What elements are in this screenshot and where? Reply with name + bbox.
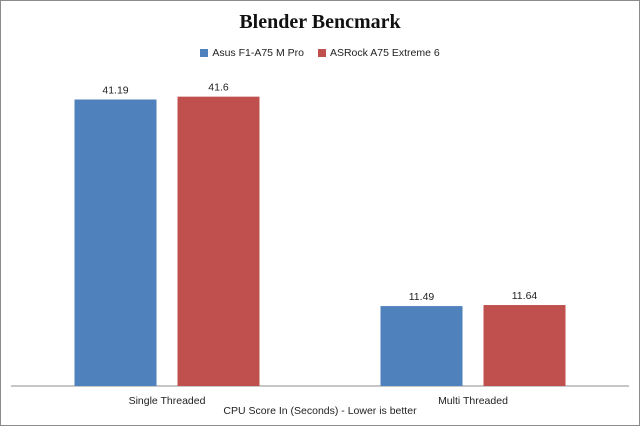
x-tick-label-multi: Multi Threaded <box>438 395 508 407</box>
legend-swatch-asrock <box>317 49 326 57</box>
data-label-asrock-single: 41.6 <box>208 82 229 94</box>
data-label-asrock-multi: 11.64 <box>512 290 538 302</box>
bar-asrock-multi <box>483 305 566 386</box>
bar-asus-single <box>74 99 157 386</box>
legend-item-asrock: ASRock A75 Extreme 6 <box>317 47 440 59</box>
x-axis-title: CPU Score In (Seconds) - Lower is better <box>223 405 417 417</box>
data-label-asus-multi: 11.49 <box>409 291 435 303</box>
chart-title: Blender Bencmark <box>239 11 401 33</box>
data-label-asus-single: 41.19 <box>102 85 128 97</box>
bars-layer <box>74 96 566 386</box>
bar-asus-multi <box>380 306 463 386</box>
labels-layer: 41.19 41.6 Single Threaded 11.49 11.64 Multi … <box>102 82 537 407</box>
chart-legend: Asus F1-A75 M Pro ASRock A75 Extreme 6 <box>1 47 639 59</box>
legend-label-asus: Asus F1-A75 M Pro <box>212 47 304 59</box>
bar-asrock-single <box>177 96 260 386</box>
legend-label-asrock: ASRock A75 Extreme 6 <box>329 47 440 59</box>
legend-item-asus: Asus F1-A75 M Pro <box>200 47 304 59</box>
x-tick-label-single: Single Threaded <box>129 395 206 407</box>
legend-swatch-asus <box>200 49 209 57</box>
